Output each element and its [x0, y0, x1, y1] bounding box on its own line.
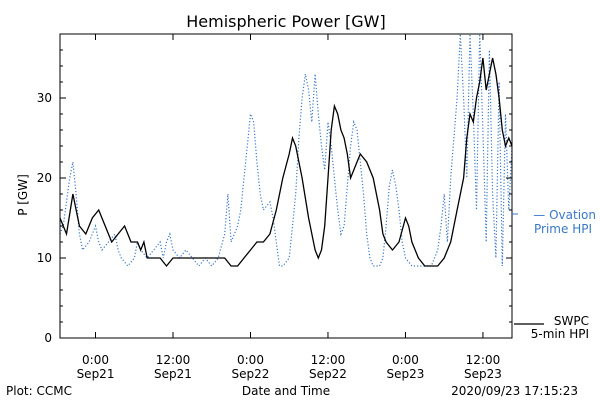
plot-credit: Plot: CCMC: [6, 384, 72, 398]
legend-label-swpc-line1: SWPC: [554, 314, 589, 328]
x-tick-label-time: 12:00: [156, 353, 191, 367]
legend-label-swpc-line2: 5-min HPI: [531, 327, 589, 341]
x-tick-label-date: Sep22: [232, 367, 270, 381]
x-tick-label-time: 0:00: [237, 353, 264, 367]
x-tick-label-date: Sep21: [154, 367, 192, 381]
y-tick-label: 0: [44, 331, 52, 345]
x-tick-label-time: 0:00: [392, 353, 419, 367]
x-tick-label-time: 0:00: [82, 353, 109, 367]
legend-label-ovation-line2: Prime HPI: [534, 222, 592, 236]
series-line-swpc-5-min-hpi: [59, 57, 513, 268]
x-tick-label-date: Sep23: [387, 367, 425, 381]
chart-title: Hemispheric Power [GW]: [186, 12, 386, 31]
series-line-ovation-prime-hpi: [59, 33, 513, 267]
x-axis-label: Date and Time: [241, 384, 331, 398]
x-tick-label-date: Sep23: [464, 367, 502, 381]
x-tick-label-time: 12:00: [311, 353, 346, 367]
y-tick-label: 20: [37, 171, 52, 185]
x-tick-label-date: Sep22: [309, 367, 347, 381]
plot-frame: [59, 33, 513, 339]
plot-layer: [59, 33, 513, 268]
plot-timestamp: 2020/09/23 17:15:23: [451, 384, 578, 398]
axis-layer: 01020300:00Sep2112:00Sep210:00Sep2212:00…: [37, 34, 512, 381]
legend-label-ovation-line1: — Ovation: [533, 208, 596, 222]
x-tick-label-time: 12:00: [466, 353, 501, 367]
x-tick-label-date: Sep21: [77, 367, 115, 381]
y-axis-label: P [GW]: [16, 174, 30, 216]
y-tick-label: 30: [37, 91, 52, 105]
y-tick-label: 10: [37, 251, 52, 265]
